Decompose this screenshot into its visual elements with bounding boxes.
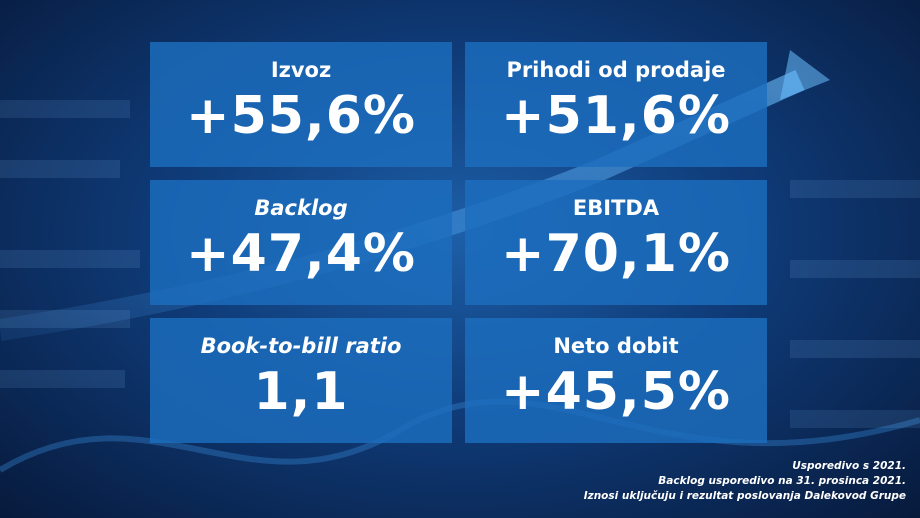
kpi-value: +51,6%	[501, 86, 731, 146]
kpi-value: +47,4%	[186, 224, 416, 284]
kpi-value: +70,1%	[501, 224, 731, 284]
footnote: Usporedivo s 2021.	[792, 460, 906, 472]
footnotes: Usporedivo s 2021. Backlog usporedivo na …	[584, 459, 906, 504]
kpi-tile: Neto dobit +45,5%	[465, 318, 767, 443]
kpi-tile: Backlog +47,4%	[150, 180, 452, 305]
kpi-label: Book-to-bill ratio	[200, 334, 402, 358]
kpi-label: Prihodi od prodaje	[506, 58, 726, 82]
kpi-label: Neto dobit	[553, 334, 679, 358]
kpi-label: Izvoz	[270, 58, 332, 82]
footnote: Backlog usporedivo na 31. prosinca 2021.	[658, 475, 906, 487]
kpi-label: EBITDA	[572, 196, 660, 220]
kpi-value: 1,1	[253, 362, 349, 422]
kpi-value: +55,6%	[186, 86, 416, 146]
kpi-tile: EBITDA +70,1%	[465, 180, 767, 305]
kpi-label: Backlog	[254, 196, 348, 220]
kpi-value: +45,5%	[501, 362, 731, 422]
kpi-tile: Izvoz +55,6%	[150, 42, 452, 167]
footnote: Iznosi uključuju i rezultat poslovanja D…	[583, 490, 906, 502]
kpi-tile: Prihodi od prodaje +51,6%	[465, 42, 767, 167]
kpi-tile: Book-to-bill ratio 1,1	[150, 318, 452, 443]
arrow-head	[780, 50, 830, 100]
ticker-bars	[0, 100, 920, 428]
